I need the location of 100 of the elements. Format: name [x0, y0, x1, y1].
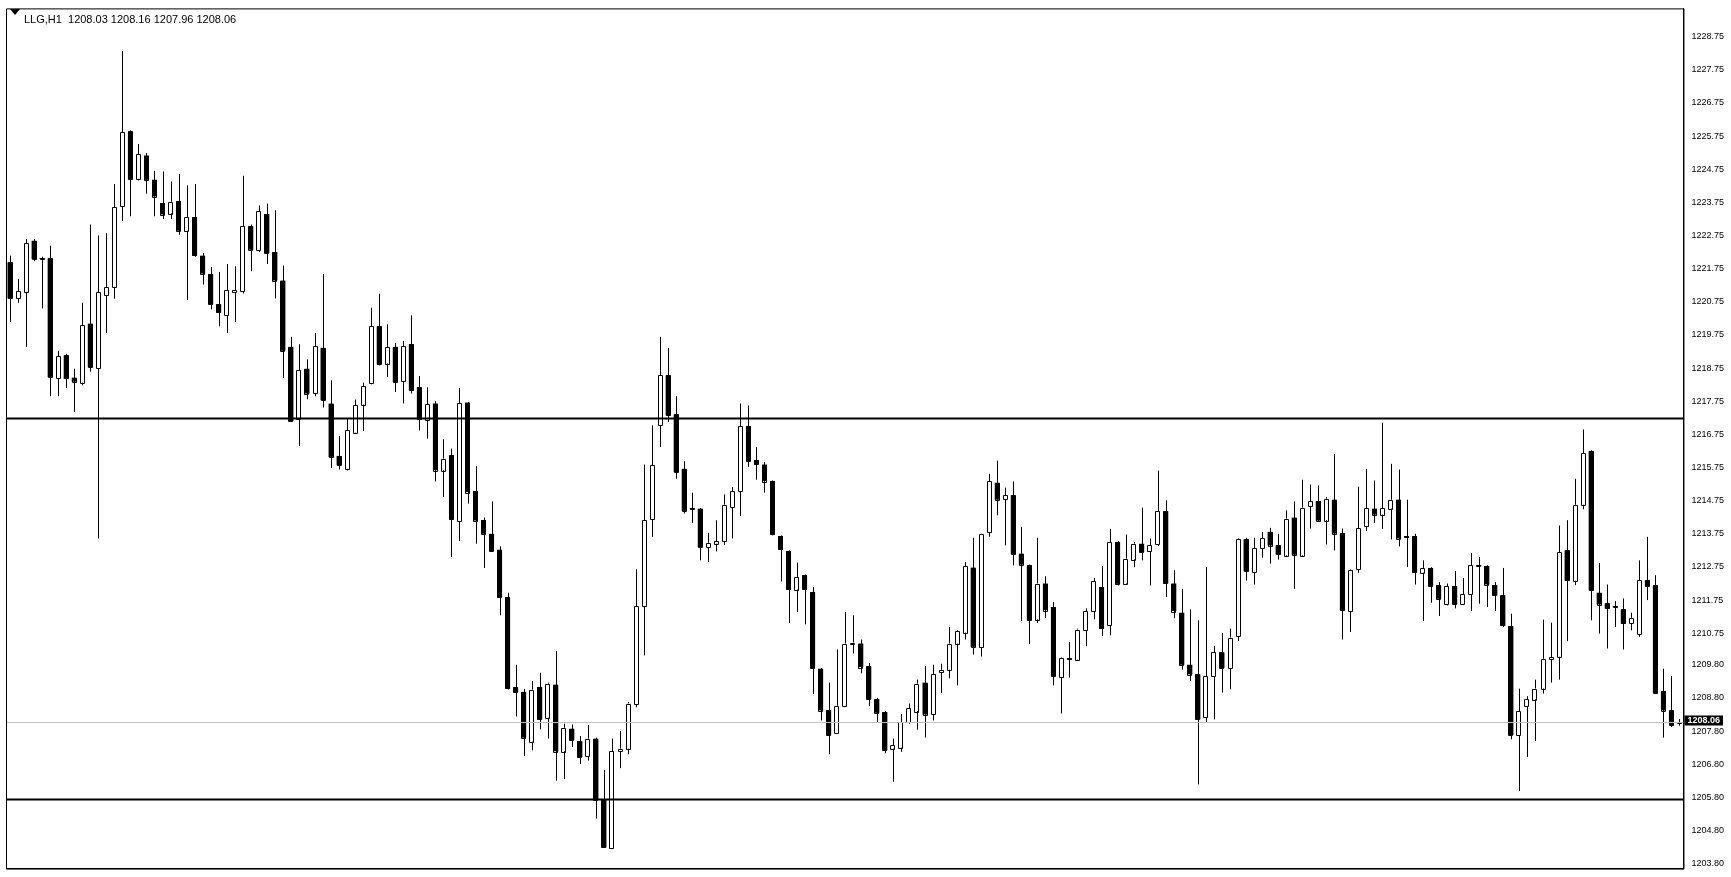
- candlestick: [1339, 528, 1345, 641]
- candlestick: [1227, 628, 1233, 690]
- y-tick-label: 1226.75: [1691, 97, 1725, 108]
- candlestick: [368, 307, 374, 385]
- y-tick-label: 1214.75: [1691, 495, 1725, 506]
- candlestick: [537, 672, 543, 730]
- candlestick: [119, 50, 125, 222]
- candlestick: [1604, 584, 1610, 649]
- candlestick: [1347, 568, 1353, 633]
- candlestick: [264, 203, 270, 265]
- y-tick-label: 1206.80: [1691, 758, 1725, 769]
- candlestick: [192, 183, 198, 258]
- candlestick: [1235, 537, 1241, 642]
- y-tick-label: 1216.75: [1691, 428, 1725, 439]
- candlestick: [1243, 537, 1249, 582]
- candlestick: [1155, 469, 1161, 547]
- candlestick: [1107, 528, 1113, 636]
- y-tick-label: 1208.80: [1691, 692, 1725, 703]
- candlestick: [1468, 552, 1474, 612]
- candlestick: [216, 271, 222, 327]
- candlestick: [1404, 499, 1410, 568]
- candlestick: [1091, 577, 1097, 620]
- y-tick-label: 1221.75: [1691, 263, 1725, 274]
- candlestick: [729, 486, 735, 539]
- candlestick: [408, 314, 414, 395]
- candlestick: [232, 265, 238, 323]
- y-tick-label: 1210.75: [1691, 627, 1725, 638]
- y-tick-label: 1205.80: [1691, 791, 1725, 802]
- y-tick-label: 1228.75: [1691, 31, 1725, 42]
- candlestick: [1548, 622, 1554, 684]
- candlestick: [753, 446, 759, 481]
- candlestick: [127, 129, 133, 217]
- candlestick: [689, 492, 695, 524]
- candlestick: [489, 500, 495, 553]
- candlestick: [1010, 480, 1016, 566]
- candlestick: [577, 735, 583, 765]
- y-tick-label: 1215.75: [1691, 461, 1725, 472]
- candlestick: [810, 586, 816, 695]
- candlestick: [1620, 597, 1626, 650]
- candlestick: [633, 568, 639, 708]
- candlestick: [1147, 537, 1153, 587]
- candlestick: [320, 273, 326, 409]
- candlestick: [497, 545, 503, 616]
- y-tick-label: 1219.75: [1691, 329, 1725, 340]
- candlestick: [312, 332, 318, 397]
- y-tick-label: 1204.80: [1691, 824, 1725, 835]
- y-tick-label: 1220.75: [1691, 296, 1725, 307]
- candlestick: [448, 448, 454, 558]
- y-tick-label: 1209.80: [1691, 659, 1725, 670]
- candlestick: [1492, 581, 1498, 612]
- y-tick-label: 1222.75: [1691, 229, 1725, 240]
- y-tick-label: 1212.75: [1691, 561, 1725, 572]
- candlestick: [826, 682, 832, 755]
- candlestick: [336, 435, 342, 470]
- y-tick-label: 1225.75: [1691, 130, 1725, 141]
- candlestick: [240, 175, 246, 294]
- candlestick: [1259, 531, 1265, 559]
- candlestick: [1524, 695, 1530, 758]
- candlestick: [778, 534, 784, 583]
- candlestick: [63, 353, 69, 389]
- candlestick: [721, 493, 727, 546]
- candlestick: [986, 473, 992, 538]
- candlestick: [1500, 567, 1506, 628]
- candlestick: [103, 232, 109, 334]
- candlestick: [1203, 566, 1209, 723]
- candlestick: [697, 507, 703, 561]
- candlestick: [1219, 632, 1225, 694]
- candlestick: [1307, 483, 1313, 529]
- candlestick: [882, 710, 888, 754]
- candlestick: [802, 574, 808, 625]
- y-tick-label: 1211.75: [1691, 594, 1724, 605]
- y-tick-label: 1203.80: [1691, 858, 1725, 869]
- y-tick-label: 1207.80: [1691, 725, 1725, 736]
- candlestick: [866, 662, 872, 707]
- candlestick: [1644, 536, 1650, 601]
- y-tick-label: 1217.75: [1691, 395, 1725, 406]
- candlestick: [1564, 519, 1570, 642]
- candlestick: [1668, 675, 1674, 728]
- candlestick: [1452, 570, 1458, 609]
- candlestick: [1444, 583, 1450, 606]
- candlestick: [1195, 619, 1201, 785]
- candlestick: [930, 664, 936, 721]
- chart-title: LLG,H1 1208.03 1208.16 1207.96 1208.06: [24, 12, 237, 25]
- candlestick: [87, 224, 93, 373]
- candlestick: [1275, 533, 1281, 561]
- candlestick: [705, 532, 711, 563]
- candlestick: [256, 204, 262, 253]
- candlestick: [376, 293, 382, 366]
- ref-line-label: 1208.06: [1687, 714, 1721, 725]
- candlestick: [786, 549, 792, 624]
- y-tick-label: 1213.75: [1691, 528, 1725, 539]
- y-tick-label: 1223.75: [1691, 196, 1725, 207]
- candlestick: [1588, 449, 1594, 621]
- candlestick: [1428, 566, 1434, 604]
- candlestick: [1099, 565, 1105, 637]
- candlestick: [1083, 607, 1089, 647]
- y-tick-label: 1218.75: [1691, 362, 1725, 373]
- candlestick: [1026, 564, 1032, 645]
- candlestick: [1412, 533, 1418, 586]
- candlestick: [15, 278, 21, 304]
